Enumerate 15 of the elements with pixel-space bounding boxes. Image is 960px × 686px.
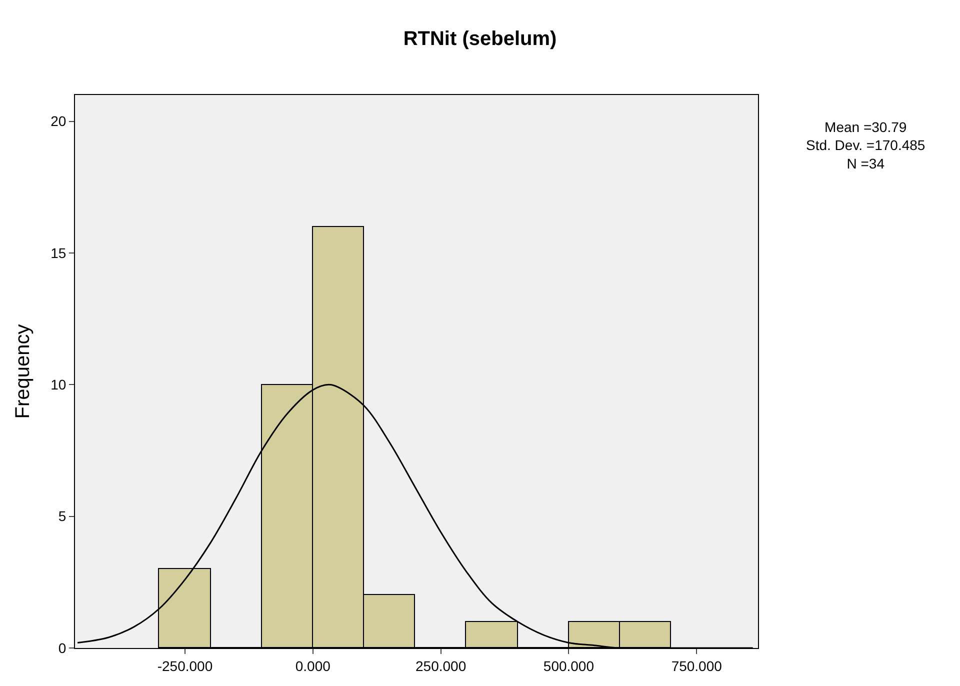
text: N =34 [846, 155, 885, 172]
chart-title: RTNit (sebelum) [403, 28, 557, 50]
x-tick-label: 500.000 [543, 658, 594, 674]
x-tick-label: 250.000 [415, 658, 466, 674]
y-tick-label: 20 [50, 113, 66, 130]
text: Mean =30.79 [824, 119, 907, 135]
text: Std. Dev. =170.485 [806, 137, 926, 154]
y-tick-label: 5 [58, 508, 66, 524]
x-tick-label: 750.000 [671, 658, 722, 674]
y-tick-label: 15 [50, 244, 66, 261]
y-tick-label: 0 [58, 640, 66, 656]
y-tick-label: 10 [50, 376, 66, 393]
y-axis-title: Frequency [12, 324, 34, 419]
x-tick-label: 0.000 [295, 658, 331, 674]
x-tick-label: -250.000 [157, 658, 213, 674]
